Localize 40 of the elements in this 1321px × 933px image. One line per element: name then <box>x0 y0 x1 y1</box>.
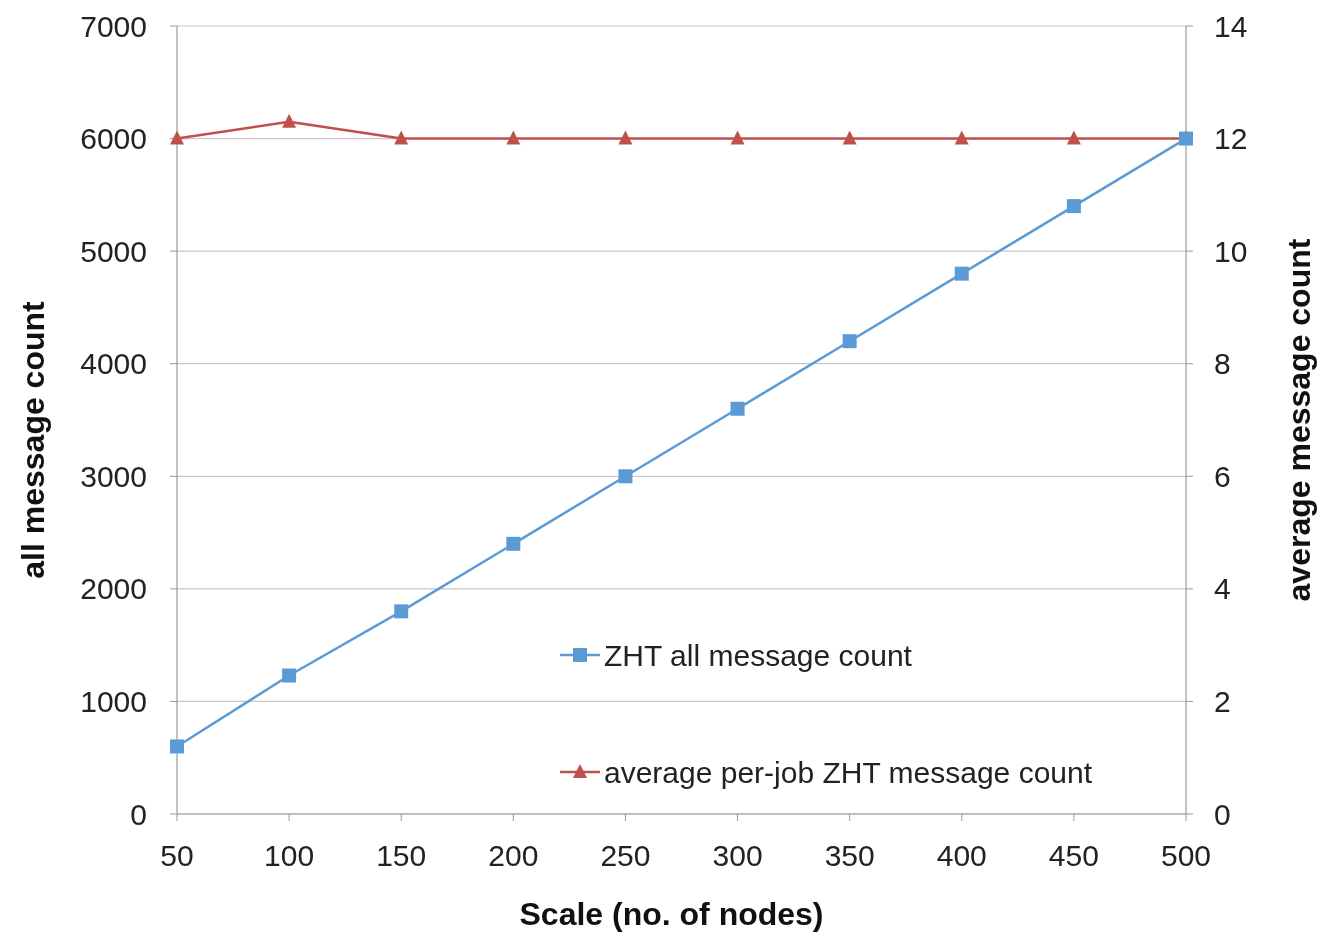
x-tick-label: 350 <box>824 839 875 872</box>
y-axis-title: all message count <box>15 300 51 579</box>
x-tick-label: 500 <box>1160 839 1212 872</box>
x-tick-label: 50 <box>160 839 194 872</box>
legend-label: ZHT all message count <box>604 638 913 672</box>
point <box>170 739 184 754</box>
point <box>282 668 297 683</box>
point <box>618 469 633 484</box>
x-tick-label: 250 <box>600 839 651 872</box>
point <box>730 401 745 416</box>
point <box>506 536 521 551</box>
y-tick-label: 4000 <box>80 347 147 381</box>
x-tick-label: 400 <box>936 839 987 872</box>
y2-tick-label: 6 <box>1214 459 1231 493</box>
legend-label: average per-job ZHT message count <box>604 755 1093 789</box>
y2-tick-label: 10 <box>1214 234 1248 268</box>
y-tick-label: 2000 <box>80 572 147 606</box>
y2-tick-label: 0 <box>1214 797 1231 831</box>
y2-tick-label: 2 <box>1214 684 1231 718</box>
point <box>954 266 969 281</box>
x-tick-label: 100 <box>264 839 315 872</box>
y-tick-label: 0 <box>130 797 147 831</box>
x-tick-label: 200 <box>488 839 539 872</box>
x-tick-label: 450 <box>1048 839 1099 872</box>
y-tick-label: 7000 <box>80 9 147 43</box>
point <box>1066 199 1081 214</box>
x-axis-title: Scale (no. of nodes) <box>519 896 824 932</box>
y2-tick-label: 12 <box>1214 122 1248 156</box>
y2-axis-title: average message count <box>1281 238 1317 602</box>
y-tick-label: 3000 <box>80 459 147 493</box>
y-tick-label: 6000 <box>80 122 147 156</box>
y2-tick-label: 14 <box>1214 9 1248 43</box>
point <box>842 334 857 349</box>
point <box>394 604 409 619</box>
y2-tick-label: 8 <box>1214 347 1231 381</box>
y-tick-label: 1000 <box>80 684 147 718</box>
x-tick-label: 300 <box>712 839 763 872</box>
y-tick-label: 5000 <box>80 234 147 268</box>
x-tick-label: 150 <box>376 839 427 872</box>
y2-tick-label: 4 <box>1214 572 1231 606</box>
